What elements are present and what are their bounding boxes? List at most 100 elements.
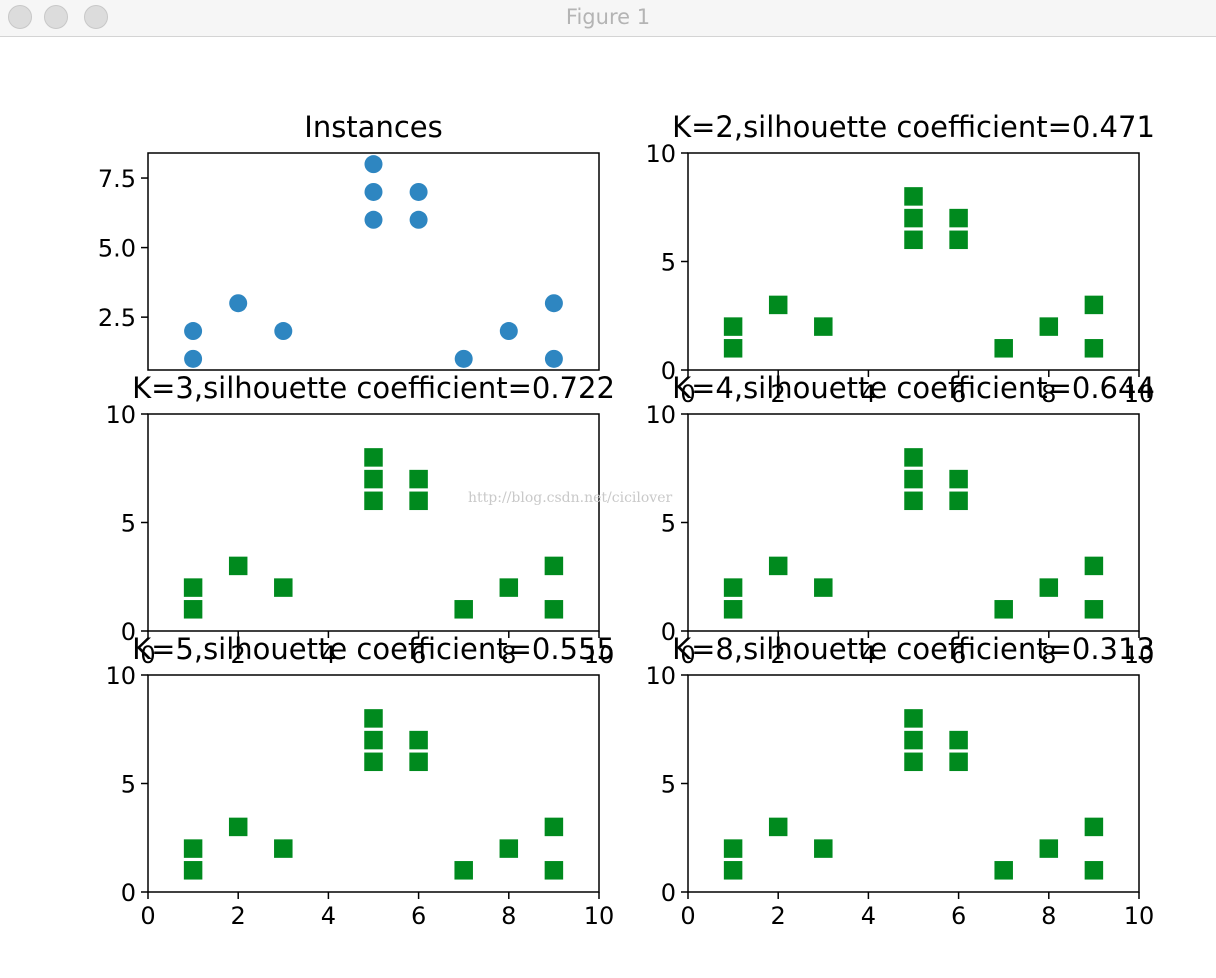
data-point bbox=[722, 337, 744, 360]
x-tick-label: 8 bbox=[1041, 641, 1056, 669]
watermark: http://blog.csdn.net/cicilover bbox=[468, 490, 673, 506]
data-point bbox=[947, 729, 970, 751]
data-point bbox=[362, 751, 385, 773]
data-point bbox=[902, 751, 925, 773]
y-tick-label: 0 bbox=[661, 357, 676, 385]
x-tick-label: 10 bbox=[584, 641, 615, 669]
data-point bbox=[947, 751, 970, 773]
data-point bbox=[498, 837, 520, 860]
subplot-title: K=2,silhouette coefficient=0.471 bbox=[672, 110, 1155, 144]
data-point bbox=[229, 294, 248, 313]
data-point bbox=[722, 576, 744, 599]
y-tick-label: 5 bbox=[121, 771, 136, 799]
subplot-2: K=2,silhouette coefficient=0.471 0 2 4 6 8 10 0… bbox=[645, 110, 1154, 408]
data-point bbox=[498, 576, 520, 599]
y-tick-label: 0 bbox=[121, 618, 136, 646]
y-tick-label: 5.0 bbox=[98, 235, 136, 263]
data-point bbox=[272, 837, 295, 860]
data-point bbox=[454, 349, 473, 368]
data-point bbox=[902, 490, 925, 512]
x-tick-label: 0 bbox=[680, 380, 695, 408]
data-point bbox=[182, 598, 204, 621]
data-point bbox=[362, 468, 385, 490]
x-tick-label: 6 bbox=[951, 641, 966, 669]
data-point bbox=[362, 490, 385, 512]
x-tick-label: 2 bbox=[231, 641, 246, 669]
data-point bbox=[364, 210, 383, 229]
data-point bbox=[1038, 315, 1060, 338]
data-point bbox=[407, 468, 430, 490]
data-point bbox=[947, 468, 970, 490]
x-tick-label: 10 bbox=[1124, 902, 1155, 930]
data-point bbox=[184, 349, 203, 368]
data-point bbox=[409, 210, 428, 229]
subplot-title: K=4,silhouette coefficient=0.644 bbox=[672, 371, 1155, 405]
x-tick-label: 6 bbox=[951, 380, 966, 408]
data-point bbox=[902, 707, 925, 730]
data-point bbox=[1083, 337, 1105, 360]
x-tick-label: 8 bbox=[501, 641, 516, 669]
zoom-button[interactable] bbox=[84, 5, 108, 29]
data-point bbox=[902, 729, 925, 751]
y-tick-label: 7.5 bbox=[98, 165, 136, 193]
data-point bbox=[812, 576, 835, 599]
data-point bbox=[543, 555, 565, 577]
data-point bbox=[407, 751, 430, 773]
y-tick-label: 5 bbox=[661, 249, 676, 277]
data-point bbox=[182, 837, 204, 860]
minimize-button[interactable] bbox=[44, 5, 68, 29]
data-point bbox=[902, 446, 925, 469]
data-point bbox=[722, 598, 744, 621]
data-point bbox=[812, 315, 835, 338]
x-tick-label: 0 bbox=[140, 902, 155, 930]
data-point bbox=[543, 816, 565, 838]
y-tick-label: 10 bbox=[645, 401, 676, 429]
data-point bbox=[544, 294, 563, 313]
subplot-3: K=3,silhouette coefficient=0.722 0 2 4 6 8 10 0… bbox=[105, 371, 614, 669]
x-tick-label: 6 bbox=[411, 641, 426, 669]
subplot-title: K=3,silhouette coefficient=0.722 bbox=[132, 371, 615, 405]
y-tick-label: 0 bbox=[661, 879, 676, 907]
data-point bbox=[1083, 859, 1105, 882]
data-point bbox=[364, 182, 383, 201]
data-point bbox=[407, 729, 430, 751]
x-tick-label: 2 bbox=[771, 380, 786, 408]
data-point bbox=[543, 859, 565, 882]
y-tick-label: 10 bbox=[105, 662, 136, 690]
y-tick-label: 5 bbox=[661, 510, 676, 538]
data-point bbox=[992, 859, 1015, 882]
data-point bbox=[362, 446, 385, 469]
window-titlebar: Figure 1 bbox=[0, 0, 1216, 37]
data-point bbox=[227, 816, 249, 838]
x-tick-label: 0 bbox=[680, 641, 695, 669]
axes-frame bbox=[687, 152, 1140, 371]
x-tick-label: 0 bbox=[140, 641, 155, 669]
x-tick-label: 10 bbox=[584, 902, 615, 930]
data-point bbox=[272, 576, 295, 599]
x-tick-label: 0 bbox=[680, 902, 695, 930]
x-tick-label: 8 bbox=[1041, 380, 1056, 408]
y-tick-label: 10 bbox=[645, 662, 676, 690]
y-tick-label: 10 bbox=[645, 140, 676, 168]
axes-frame bbox=[687, 413, 1140, 632]
x-tick-label: 6 bbox=[411, 902, 426, 930]
x-tick-label: 2 bbox=[231, 902, 246, 930]
data-point bbox=[902, 468, 925, 490]
data-point bbox=[452, 859, 475, 882]
window-title: Figure 1 bbox=[565, 5, 651, 29]
data-point bbox=[452, 598, 475, 621]
x-tick-label: 2 bbox=[771, 641, 786, 669]
data-point bbox=[1038, 837, 1060, 860]
axes-frame bbox=[147, 152, 600, 371]
data-point bbox=[544, 349, 563, 368]
x-tick-label: 4 bbox=[321, 641, 336, 669]
data-point bbox=[1083, 598, 1105, 621]
close-button[interactable] bbox=[8, 5, 32, 29]
data-point bbox=[812, 837, 835, 860]
x-tick-label: 8 bbox=[501, 902, 516, 930]
data-point bbox=[947, 229, 970, 251]
data-point bbox=[182, 859, 204, 882]
data-point bbox=[499, 322, 518, 341]
